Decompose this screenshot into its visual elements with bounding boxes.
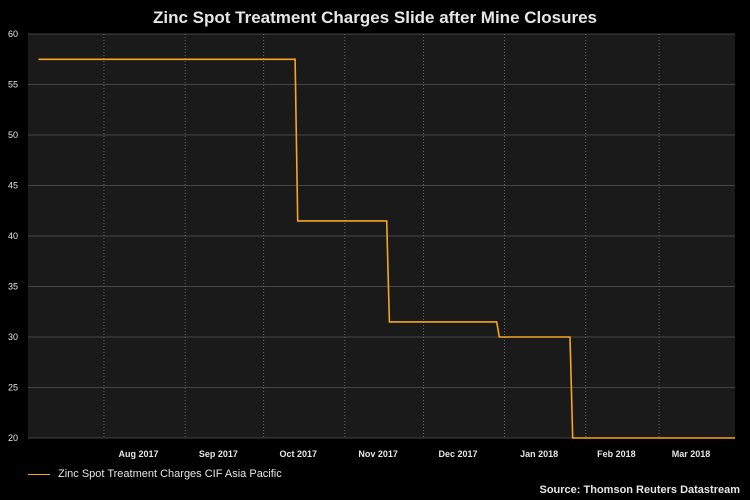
- x-tick-label: Oct 2017: [279, 449, 317, 459]
- y-tick-label: 45: [8, 181, 18, 191]
- y-axis-tick-labels: 20 25 30 35 40 45 50 55 60: [8, 29, 18, 443]
- x-tick-label: Nov 2017: [358, 449, 398, 459]
- y-tick-label: 20: [8, 433, 18, 443]
- series-lines: [38, 58, 735, 439]
- x-tick-label: Sep 2017: [199, 449, 238, 459]
- y-tick-label: 50: [8, 130, 18, 140]
- y-tick-label: 35: [8, 282, 18, 292]
- source-note: Source: Thomson Reuters Datastream: [539, 484, 741, 496]
- y-tick-label: 55: [8, 80, 18, 90]
- x-tick-label: Jan 2018: [520, 449, 558, 459]
- y-tick-label: 40: [8, 231, 18, 241]
- x-tick-label: Mar 2018: [672, 449, 711, 459]
- x-tick-label: Dec 2017: [438, 449, 477, 459]
- series-line: [38, 58, 735, 439]
- legend-swatch-line: [28, 474, 50, 475]
- grid-lines: [28, 33, 735, 439]
- x-axis-tick-labels: Aug 2017 Sep 2017 Oct 2017 Nov 2017 Dec 2017…: [119, 449, 711, 459]
- legend-label: Zinc Spot Treatment Charges CIF Asia Pac…: [58, 468, 282, 480]
- y-tick-label: 25: [8, 383, 18, 393]
- y-tick-label: 60: [8, 29, 18, 39]
- x-tick-label: Feb 2018: [597, 449, 636, 459]
- chart-title: Zinc Spot Treatment Charges Slide after …: [153, 8, 597, 27]
- x-tick-label: Aug 2017: [119, 449, 159, 459]
- y-tick-label: 30: [8, 332, 18, 342]
